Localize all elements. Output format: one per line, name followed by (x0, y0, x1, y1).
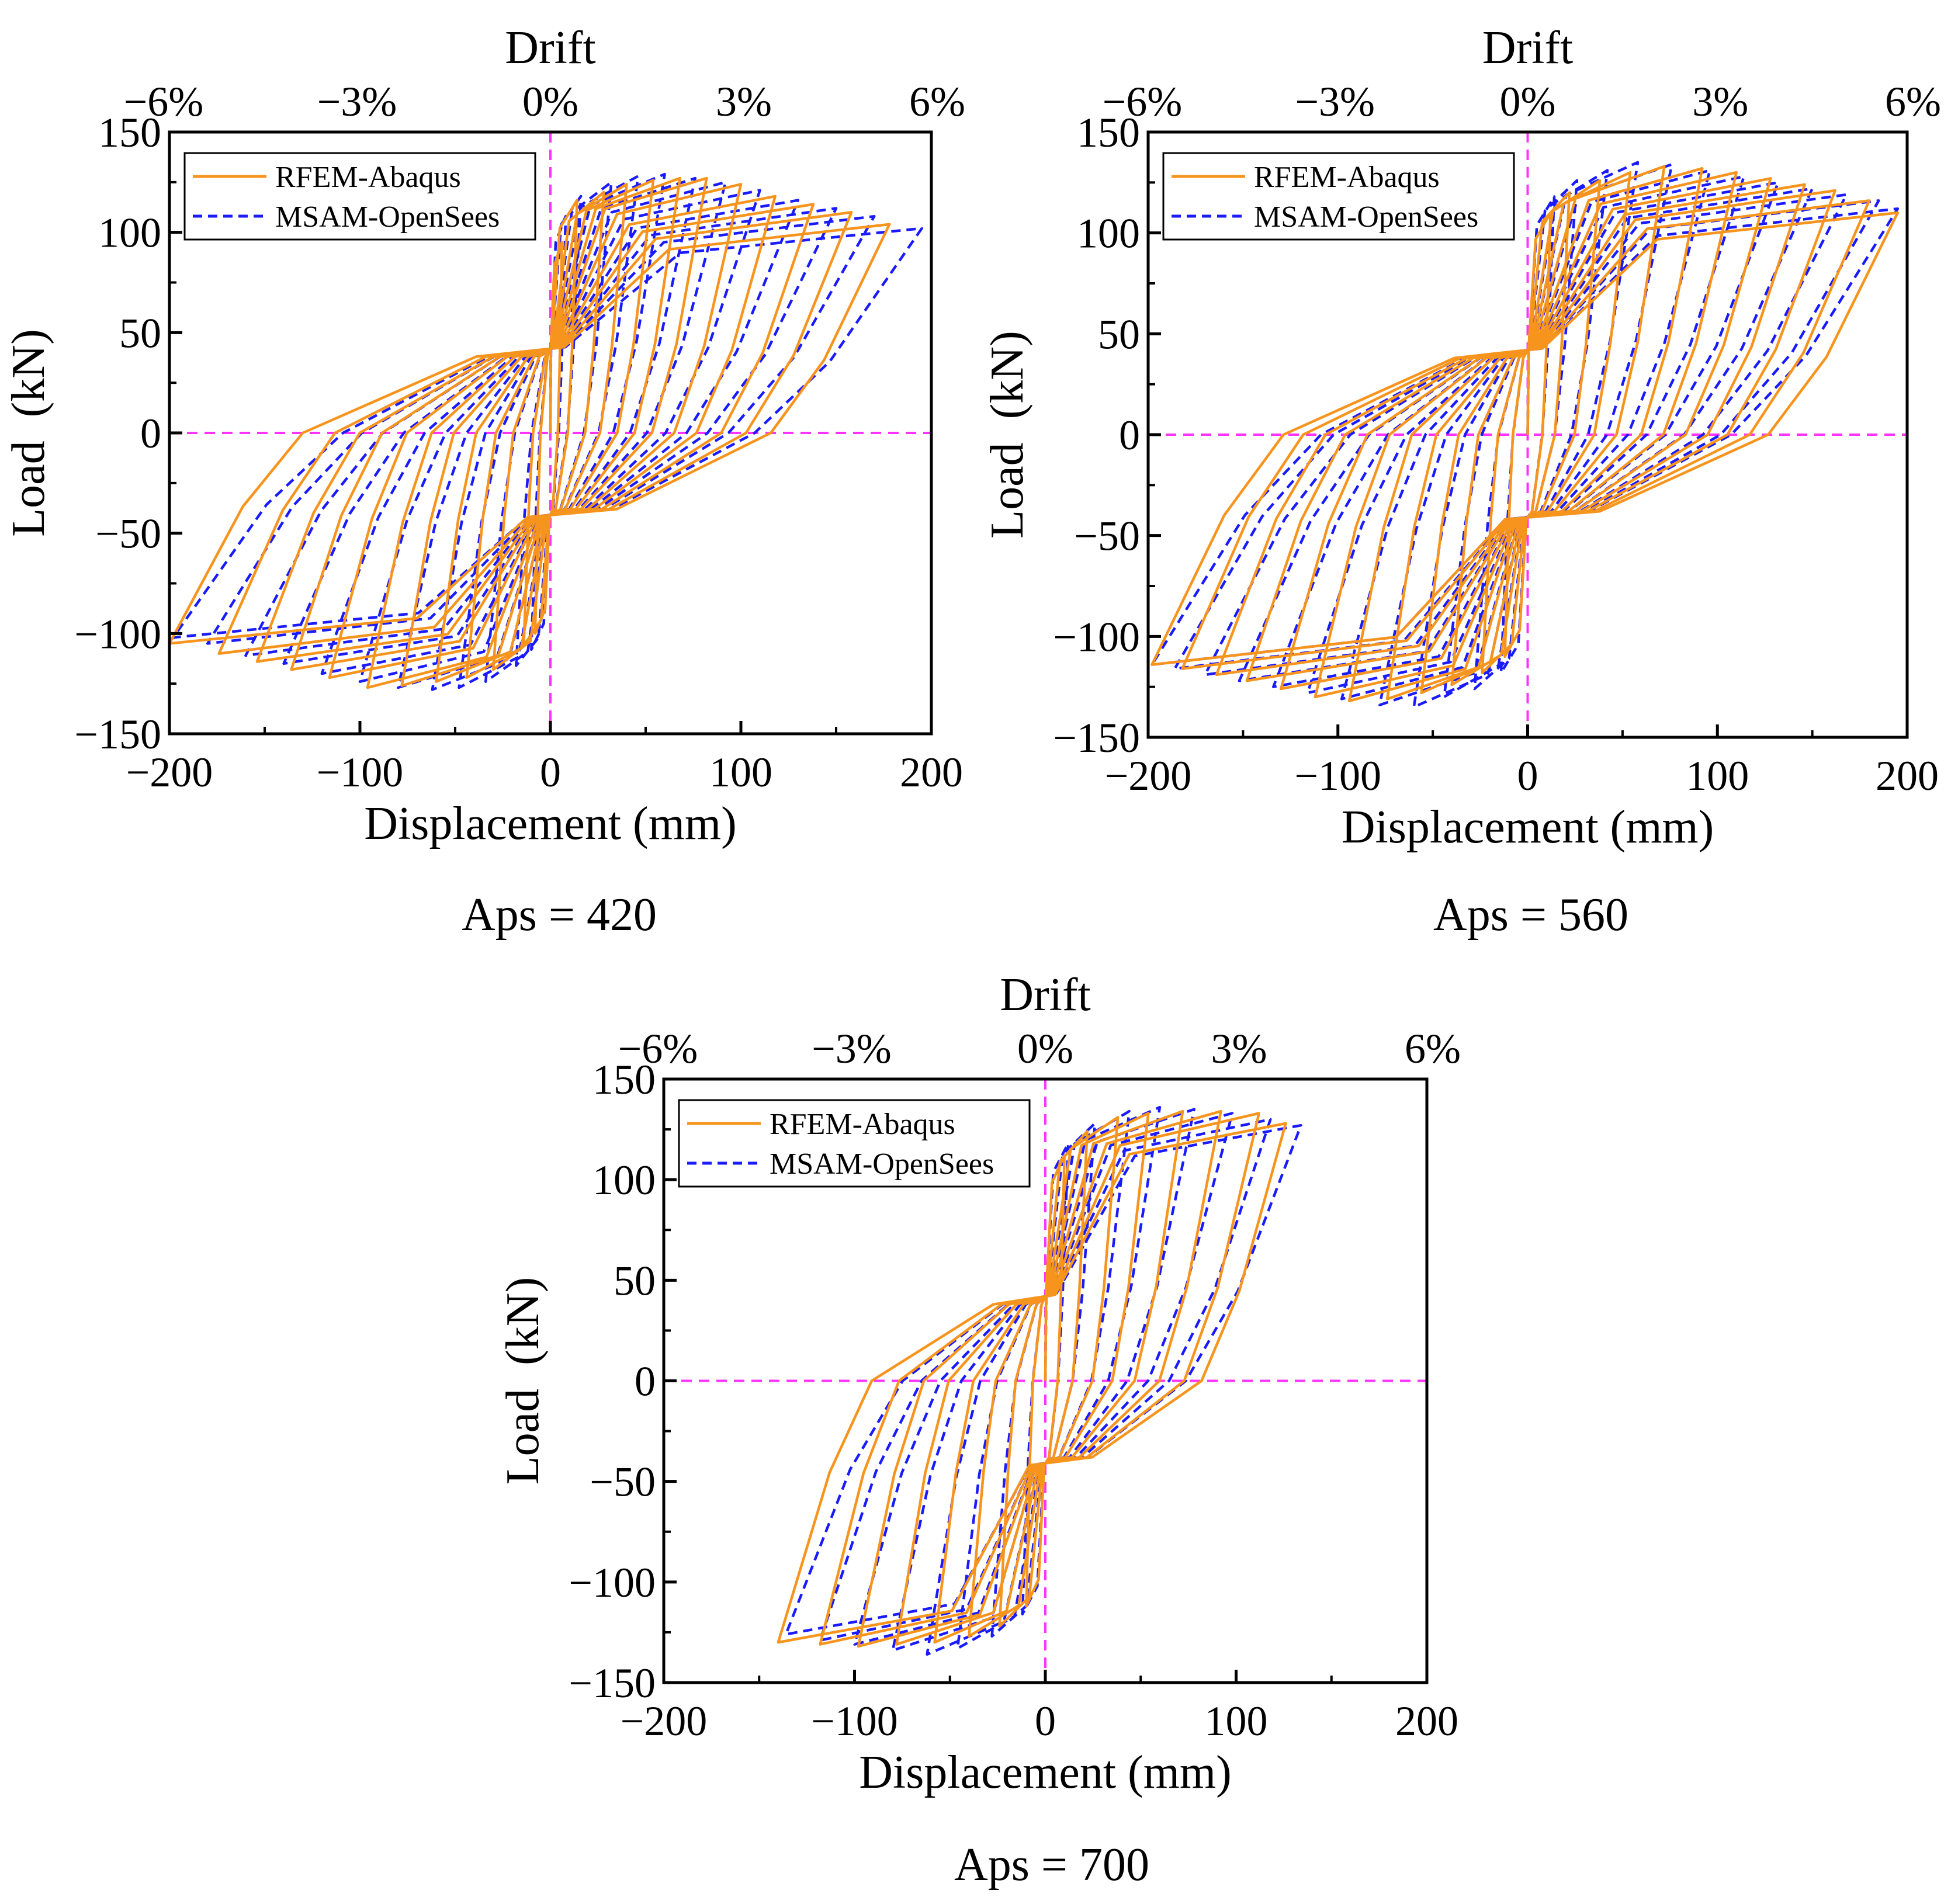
drift-tick-label: 0% (522, 78, 578, 125)
y-tick-label: 100 (592, 1157, 656, 1204)
drift-tick-label: 0% (1500, 78, 1556, 125)
drift-tick-label: 3% (716, 78, 772, 125)
legend: RFEM-Abaqus MSAM-OpenSees (1162, 152, 1515, 241)
y-tick-label: 150 (592, 1056, 656, 1103)
legend-label-rfem: RFEM-Abaqus (1254, 161, 1440, 194)
y-tick-label: 100 (1077, 210, 1140, 257)
x-tick-label: −200 (126, 749, 213, 796)
legend-label-rfem: RFEM-Abaqus (275, 161, 461, 194)
drift-tick-label: −6% (1103, 78, 1183, 125)
x-tick-label: −200 (1105, 752, 1192, 799)
x-tick-label: 0 (540, 749, 561, 796)
y-tick-label: −100 (569, 1559, 656, 1606)
y-tick-label: 150 (98, 109, 161, 156)
x-tick-label: 200 (900, 749, 963, 796)
drift-tick-label: −6% (618, 1025, 698, 1072)
legend-label-msam: MSAM-OpenSees (1254, 200, 1478, 234)
x-axis-title: Displacement (mm) (364, 798, 737, 849)
x-axis-title: Displacement (mm) (1342, 802, 1714, 853)
drift-tick-label: 3% (1211, 1025, 1267, 1072)
drift-tick-label: −6% (124, 78, 204, 125)
y-tick-label: −150 (1053, 715, 1140, 761)
drift-tick-label: 6% (909, 78, 965, 125)
y-tick-label: 50 (614, 1257, 656, 1304)
x-tick-label: −100 (1294, 752, 1381, 799)
y-axis-title: Load (kN) (497, 1277, 549, 1485)
chart-panel-2: −200 −100 0 100 200 −150 −100 −50 0 50 100 150−6% −3… (982, 22, 1941, 941)
y-tick-label: −50 (1074, 513, 1140, 560)
x-axis-title: Displacement (mm) (859, 1747, 1232, 1798)
drift-axis-title: Drift (1000, 969, 1091, 1021)
drift-axis-title: Drift (1482, 22, 1574, 74)
plot-area (1150, 161, 1900, 709)
legend-box (1162, 152, 1515, 241)
x-tick-label: 200 (1395, 1698, 1458, 1745)
panel-caption: Aps = 420 (462, 889, 657, 941)
x-tick-label: 0 (1517, 752, 1538, 799)
y-tick-label: −50 (590, 1459, 656, 1506)
y-tick-label: 50 (1098, 311, 1140, 358)
drift-tick-label: −3% (812, 1025, 892, 1072)
panel-caption: Aps = 700 (954, 1839, 1149, 1891)
drift-axis-title: Drift (505, 22, 596, 74)
y-tick-label: −100 (74, 611, 161, 657)
x-tick-label: 100 (1686, 752, 1749, 799)
series-rfem-abaqus (777, 1109, 1287, 1648)
chart-panel-1: −200 −100 0 100 200 −150 −100 −50 0 50 100 150−6% −3… (3, 22, 965, 941)
y-tick-label: 0 (635, 1358, 656, 1405)
y-tick-label: −50 (95, 511, 161, 557)
x-tick-label: −200 (621, 1698, 708, 1745)
panel-caption: Aps = 560 (1433, 889, 1628, 941)
x-tick-label: 200 (1876, 752, 1939, 799)
legend: RFEM-Abaqus MSAM-OpenSees (183, 152, 536, 241)
legend-label-rfem: RFEM-Abaqus (770, 1108, 955, 1141)
x-tick-label: −100 (317, 749, 404, 796)
y-axis-title: Load (kN) (3, 329, 54, 536)
x-tick-label: 100 (709, 749, 772, 796)
chart-panel-3: −200 −100 0 100 200 −150 −100 −50 0 50 100 150−6% −3… (497, 969, 1461, 1891)
legend-label-msam: MSAM-OpenSees (275, 200, 500, 234)
plot-area (169, 172, 923, 691)
drift-tick-label: −3% (1295, 78, 1375, 125)
legend-box (183, 152, 536, 241)
series-rfem-abaqus (1150, 165, 1900, 703)
x-tick-label: 100 (1205, 1698, 1268, 1745)
y-tick-label: 50 (119, 310, 161, 356)
y-tick-label: −100 (1053, 613, 1140, 660)
legend-label-msam: MSAM-OpenSees (770, 1147, 994, 1181)
legend: RFEM-Abaqus MSAM-OpenSees (678, 1099, 1031, 1188)
drift-tick-label: −3% (317, 78, 397, 125)
y-tick-label: 0 (1119, 412, 1140, 459)
drift-tick-label: 3% (1692, 78, 1748, 125)
y-tick-label: 150 (1077, 109, 1140, 156)
drift-tick-label: 6% (1405, 1025, 1461, 1072)
y-tick-label: 100 (98, 210, 161, 256)
plot-area (777, 1105, 1302, 1656)
y-tick-label: −150 (569, 1660, 656, 1707)
drift-tick-label: 0% (1017, 1025, 1073, 1072)
x-tick-label: −100 (811, 1698, 898, 1745)
legend-box (678, 1099, 1031, 1188)
y-axis-title: Load (kN) (982, 331, 1033, 538)
x-tick-label: 0 (1035, 1698, 1056, 1745)
drift-tick-label: 6% (1885, 78, 1941, 125)
y-tick-label: 0 (140, 410, 161, 457)
series-rfem-abaqus (169, 176, 891, 689)
y-tick-label: −150 (74, 711, 161, 758)
